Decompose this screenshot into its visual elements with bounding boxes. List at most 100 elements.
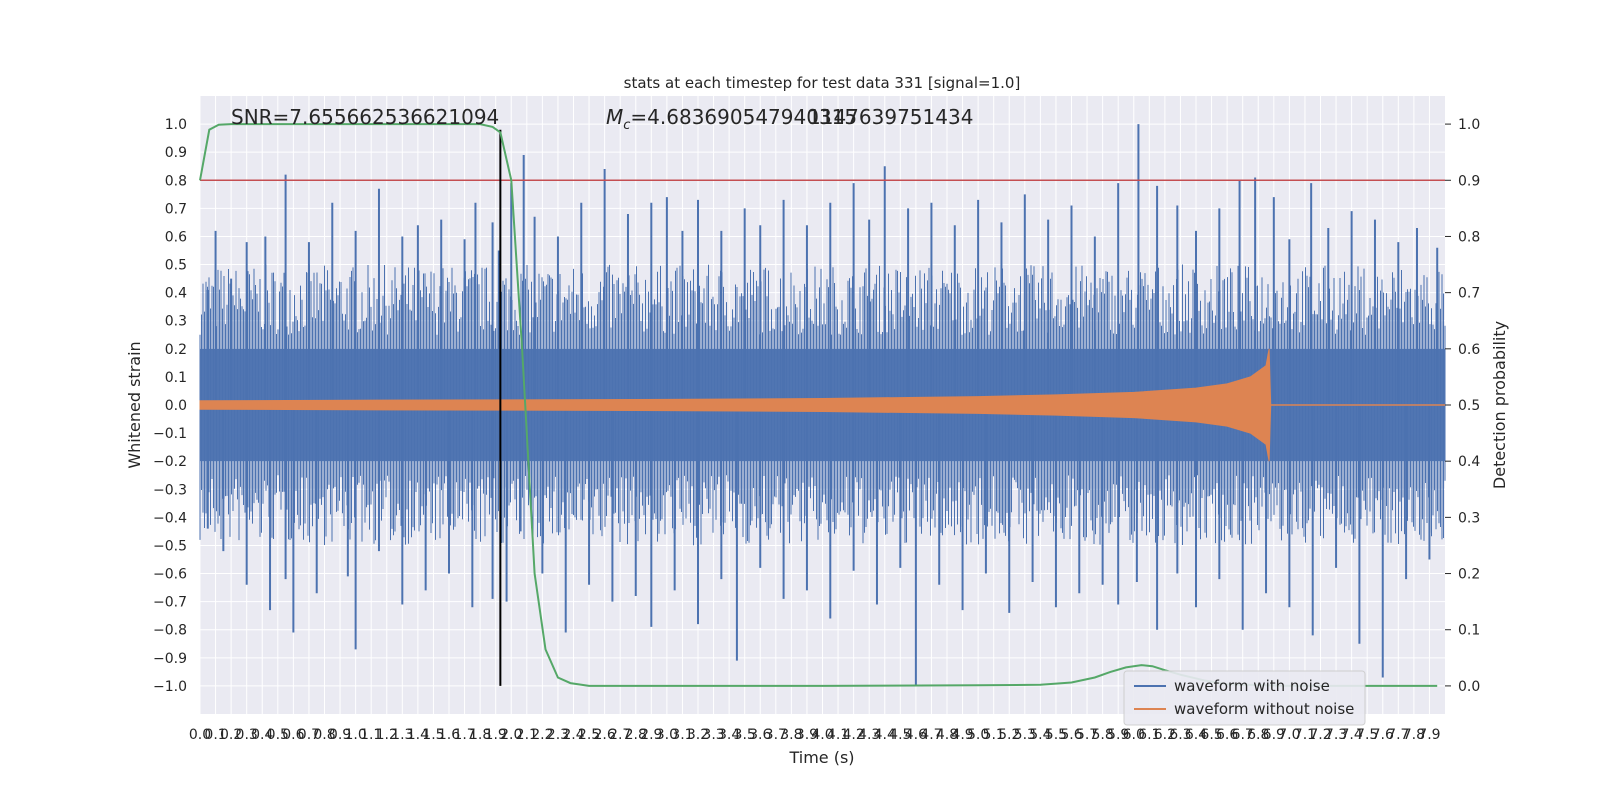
x-tick-label: 3.7 [765, 727, 787, 743]
x-tick-label: 7.0 [1278, 727, 1300, 743]
y-tick-label-left: 0.2 [165, 342, 187, 358]
y-tick-label-left: 0.8 [165, 173, 187, 189]
x-tick-label: 7.6 [1372, 727, 1394, 743]
x-tick-label: 0.0 [189, 727, 211, 743]
x-tick-label: 0.7 [298, 727, 320, 743]
x-tick-label: 1.4 [407, 727, 429, 743]
x-tick-label: 4.4 [874, 727, 896, 743]
x-tick-label: 7.9 [1418, 727, 1440, 743]
x-tick-label: 3.2 [687, 727, 709, 743]
x-tick-label: 6.6 [1216, 727, 1238, 743]
mc-annotation: Mc=4.683690547940315 [606, 105, 857, 133]
y-tick-label-left: 0.5 [165, 258, 187, 274]
x-tick-label: 0.4 [251, 727, 273, 743]
x-tick-label: 4.1 [827, 727, 849, 743]
y-tick-label-right: 0.3 [1458, 510, 1480, 526]
x-tick-label: 1.6 [438, 727, 460, 743]
x-tick-label: 7.7 [1387, 727, 1409, 743]
x-tick-label: 2.4 [562, 727, 584, 743]
x-tick-label: 7.4 [1340, 727, 1362, 743]
y-tick-label-right: 0.9 [1458, 173, 1480, 189]
x-tick-label: 5.0 [967, 727, 989, 743]
snr-annotation: SNR=7.655662536621094 [231, 105, 499, 129]
x-tick-label: 4.7 [920, 727, 942, 743]
x-tick-label: 2.1 [516, 727, 538, 743]
x-tick-label: 0.3 [236, 727, 258, 743]
x-tick-label: 1.1 [360, 727, 382, 743]
y-tick-label-left: −0.3 [153, 482, 187, 498]
x-tick-label: 1.0 [344, 727, 366, 743]
y-tick-label-right: 0.5 [1458, 398, 1480, 414]
x-tick-label: 7.5 [1356, 727, 1378, 743]
y-tick-label-left: 0.4 [165, 286, 187, 302]
x-tick-label: 6.2 [1154, 727, 1176, 743]
x-tick-label: 0.8 [313, 727, 335, 743]
x-tick-label: 4.6 [905, 727, 927, 743]
y-tick-label-left: −0.6 [153, 567, 187, 583]
y-tick-label-right: 0.7 [1458, 286, 1480, 302]
x-tick-label: 3.5 [734, 727, 756, 743]
x-tick-label: 2.3 [547, 727, 569, 743]
x-tick-label: 5.4 [1029, 727, 1051, 743]
x-tick-label: 5.6 [1060, 727, 1082, 743]
x-tick-label: 7.1 [1294, 727, 1316, 743]
y-tick-label-left: 0.9 [165, 145, 187, 161]
y-axis-label-left: Whitened strain [125, 341, 144, 468]
y-tick-label-left: −0.5 [153, 538, 187, 554]
y-tick-label-right: 0.8 [1458, 229, 1480, 245]
y-tick-label-right: 0.2 [1458, 567, 1480, 583]
x-tick-label: 2.0 [500, 727, 522, 743]
x-axis: 0.00.10.20.30.40.50.60.70.80.91.01.11.21… [189, 727, 1441, 743]
x-tick-label: 6.0 [1123, 727, 1145, 743]
x-tick-label: 5.2 [998, 727, 1020, 743]
y-tick-label-right: 0.4 [1458, 454, 1480, 470]
x-tick-label: 4.5 [889, 727, 911, 743]
y-tick-label-left: −0.7 [153, 595, 187, 611]
x-tick-label: 6.8 [1247, 727, 1269, 743]
x-tick-label: 6.4 [1185, 727, 1207, 743]
x-tick-label: 1.2 [376, 727, 398, 743]
x-tick-label: 2.9 [640, 727, 662, 743]
x-tick-label: 0.2 [220, 727, 242, 743]
chart-title: stats at each timestep for test data 331… [624, 74, 1021, 92]
waveform-without-noise-series [199, 348, 1445, 462]
mc-value: =4.683690547940315 [630, 105, 857, 129]
y-tick-label-left: 0.7 [165, 201, 187, 217]
y-tick-label-left: 0.0 [165, 398, 187, 414]
x-tick-label: 4.3 [858, 727, 880, 743]
x-tick-label: 1.7 [453, 727, 475, 743]
x-tick-label: 0.5 [267, 727, 289, 743]
y-tick-label-left: 1.0 [165, 117, 187, 133]
x-tick-label: 3.9 [796, 727, 818, 743]
x-tick-label: 5.5 [1045, 727, 1067, 743]
x-tick-label: 5.7 [1076, 727, 1098, 743]
y-tick-label-left: 0.1 [165, 370, 187, 386]
x-tick-label: 4.0 [811, 727, 833, 743]
x-tick-label: 1.5 [422, 727, 444, 743]
legend: waveform with noise waveform without noi… [1123, 670, 1366, 726]
x-tick-label: 2.8 [625, 727, 647, 743]
right-y-axis: 1.0 0.9 0.8 0.7 0.6 0.5 0.4 0.3 0.2 0.1 0.0 [1445, 117, 1480, 695]
y-tick-label-right: 1.0 [1458, 117, 1480, 133]
x-tick-label: 5.3 [1014, 727, 1036, 743]
x-tick-label: 0.1 [204, 727, 226, 743]
y-axis-label-right: Detection probability [1490, 321, 1509, 489]
y-tick-label-left: −0.9 [153, 651, 187, 667]
legend-label-clean: waveform without noise [1174, 700, 1354, 718]
x-tick-label: 0.9 [329, 727, 351, 743]
x-tick-label: 4.8 [936, 727, 958, 743]
x-tick-label: 2.7 [609, 727, 631, 743]
x-tick-label: 3.3 [702, 727, 724, 743]
x-tick-label: 3.8 [780, 727, 802, 743]
x-tick-label: 1.8 [469, 727, 491, 743]
x-tick-label: 1.3 [391, 727, 413, 743]
x-axis-label: Time (s) [788, 748, 854, 767]
x-tick-label: 1.9 [485, 727, 507, 743]
y-tick-label-left: −0.1 [153, 426, 187, 442]
x-tick-label: 3.1 [671, 727, 693, 743]
x-tick-label: 6.3 [1169, 727, 1191, 743]
x-tick-label: 2.6 [593, 727, 615, 743]
y-tick-label-left: 0.3 [165, 314, 187, 330]
y-tick-label-left: −0.8 [153, 623, 187, 639]
